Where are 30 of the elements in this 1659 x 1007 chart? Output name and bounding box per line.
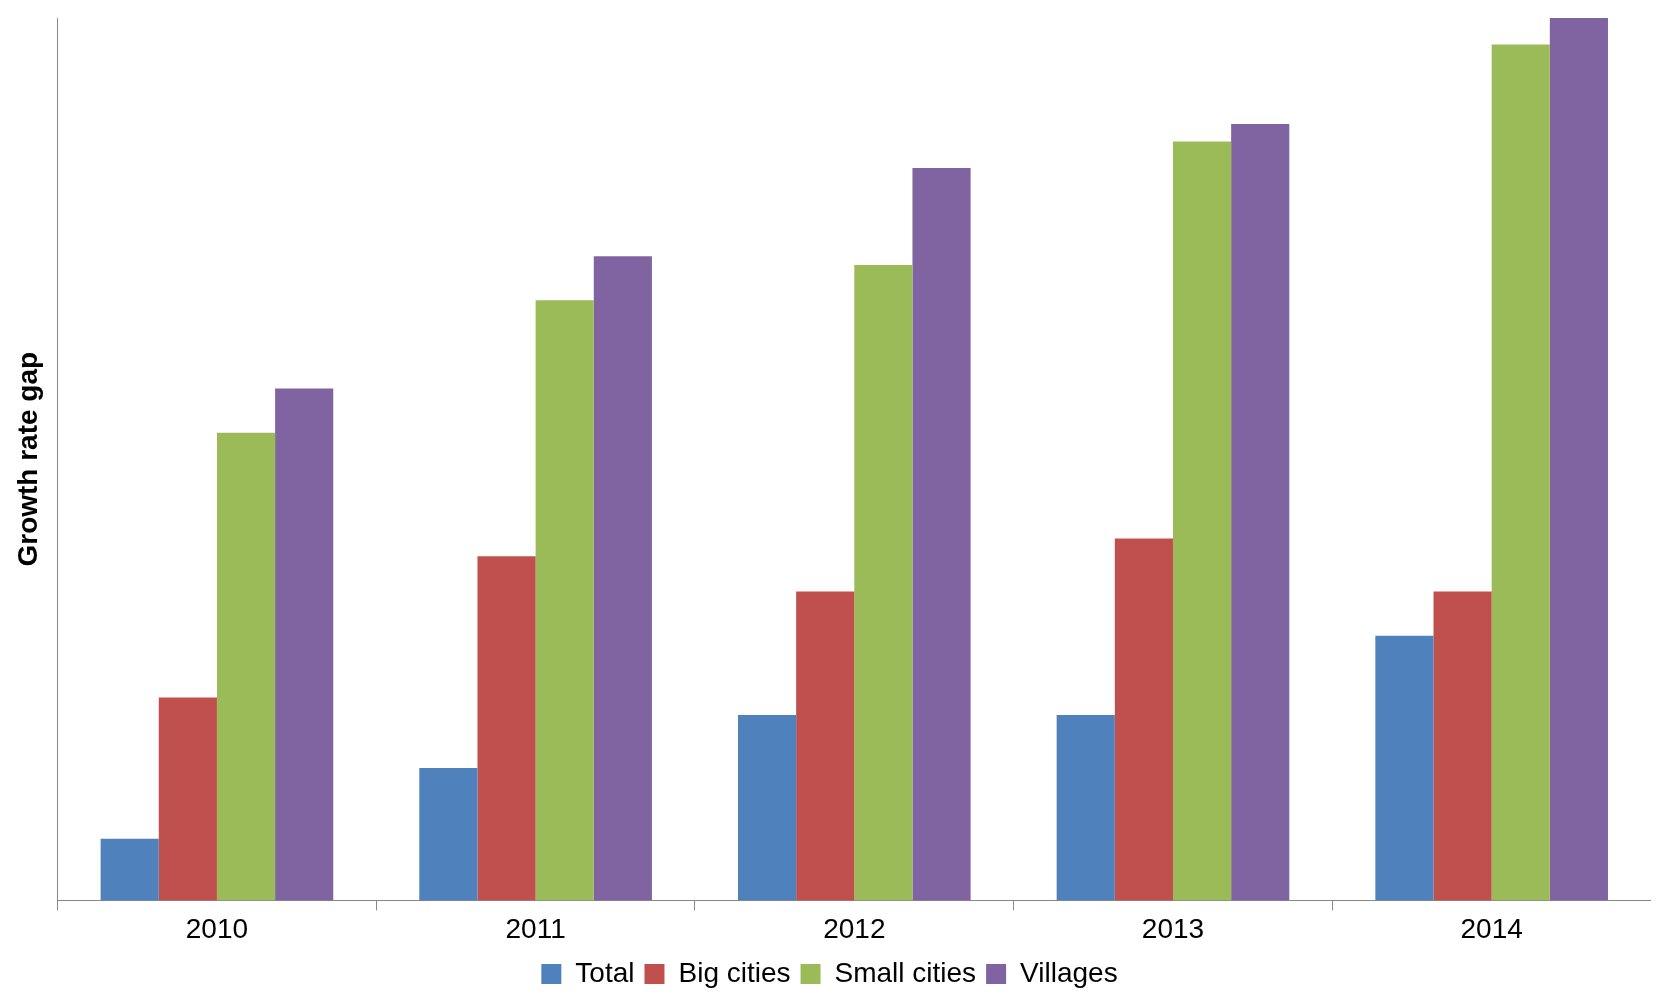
- bar: [1172, 141, 1232, 901]
- bar: [912, 168, 971, 901]
- legend-label: Total: [575, 956, 635, 988]
- x-tick-label: 2010: [185, 912, 249, 944]
- bar: [1056, 715, 1115, 901]
- x-tick-label: 2011: [505, 912, 566, 944]
- bar: [477, 556, 536, 901]
- bar: [1549, 18, 1608, 901]
- y-axis-title: Growth rate gap: [11, 351, 43, 567]
- x-tick-label: 2013: [1141, 912, 1205, 944]
- bar: [1491, 44, 1550, 901]
- bar: [1375, 635, 1434, 901]
- bar: [1433, 591, 1492, 901]
- x-tick-label: 2014: [1460, 912, 1523, 944]
- bar: [100, 838, 159, 901]
- bar: [1231, 123, 1290, 901]
- bar: [593, 256, 652, 901]
- bar: [216, 432, 276, 901]
- bar: [535, 300, 594, 901]
- bar: [854, 265, 913, 901]
- x-tick-label: 2012: [823, 912, 886, 944]
- bar: [158, 697, 217, 901]
- bar: [737, 715, 797, 901]
- legend-label: Big cities: [678, 956, 791, 988]
- bar: [419, 768, 478, 901]
- bar: [796, 591, 855, 901]
- legend-label: Small cities: [834, 956, 977, 988]
- bar: [275, 388, 334, 901]
- legend-label: Villages: [1020, 956, 1118, 988]
- bar: [1114, 538, 1173, 901]
